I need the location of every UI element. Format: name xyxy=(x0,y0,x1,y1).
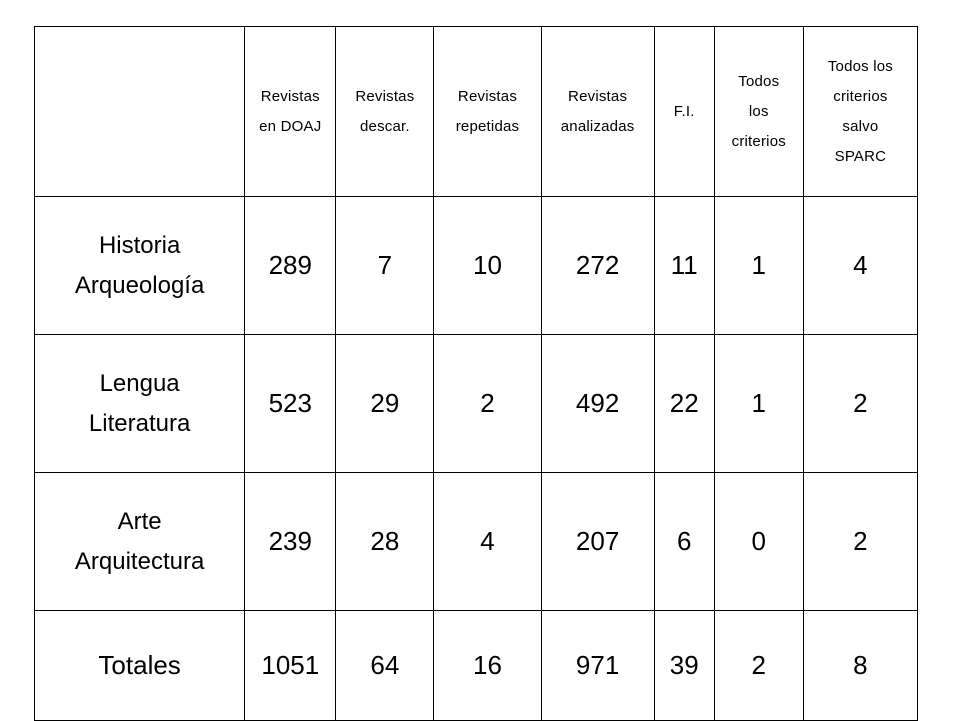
table-row: Historia Arqueología 289 7 10 272 11 1 4 xyxy=(33,196,919,335)
row-label: Arte Arquitectura xyxy=(33,472,246,611)
total-cell: 971 xyxy=(540,610,655,721)
journals-table: Revistas en DOAJ Revistas descar. Revist… xyxy=(33,26,919,721)
table-cell: 4 xyxy=(433,472,542,611)
header-todos-salvo-sparc: Todos los criterios salvo SPARC xyxy=(802,26,919,197)
header-todos-los-criterios: Todos los criterios xyxy=(713,26,804,197)
totals-label: Totales xyxy=(33,610,246,721)
table-cell: 272 xyxy=(540,196,655,335)
total-cell: 64 xyxy=(335,610,435,721)
table-cell: 22 xyxy=(653,334,715,473)
table-cell: 1 xyxy=(713,196,804,335)
header-row: Revistas en DOAJ Revistas descar. Revist… xyxy=(33,26,919,197)
header-revistas-analizadas: Revistas analizadas xyxy=(540,26,655,197)
row-label: Historia Arqueología xyxy=(33,196,246,335)
header-revistas-descartadas: Revistas descar. xyxy=(335,26,435,197)
table-row: Lengua Literatura 523 29 2 492 22 1 2 xyxy=(33,334,919,473)
total-cell: 1051 xyxy=(244,610,337,721)
corner-cell xyxy=(33,26,246,197)
table-cell: 239 xyxy=(244,472,337,611)
table-cell: 207 xyxy=(540,472,655,611)
totals-row: Totales 1051 64 16 971 39 2 8 xyxy=(33,610,919,721)
header-revistas-repetidas: Revistas repetidas xyxy=(433,26,542,197)
header-revistas-en-doaj: Revistas en DOAJ xyxy=(244,26,337,197)
table-cell: 2 xyxy=(433,334,542,473)
table-cell: 28 xyxy=(335,472,435,611)
table-cell: 2 xyxy=(802,472,919,611)
total-cell: 2 xyxy=(713,610,804,721)
table-cell: 29 xyxy=(335,334,435,473)
table-cell: 10 xyxy=(433,196,542,335)
table-row: Arte Arquitectura 239 28 4 207 6 0 2 xyxy=(33,472,919,611)
table-cell: 7 xyxy=(335,196,435,335)
total-cell: 16 xyxy=(433,610,542,721)
table-cell: 289 xyxy=(244,196,337,335)
table-cell: 523 xyxy=(244,334,337,473)
row-label: Lengua Literatura xyxy=(33,334,246,473)
total-cell: 8 xyxy=(802,610,919,721)
table-cell: 0 xyxy=(713,472,804,611)
table-cell: 11 xyxy=(653,196,715,335)
table-cell: 2 xyxy=(802,334,919,473)
total-cell: 39 xyxy=(653,610,715,721)
header-fi: F.I. xyxy=(653,26,715,197)
table-cell: 1 xyxy=(713,334,804,473)
table-cell: 492 xyxy=(540,334,655,473)
table-cell: 4 xyxy=(802,196,919,335)
table-cell: 6 xyxy=(653,472,715,611)
